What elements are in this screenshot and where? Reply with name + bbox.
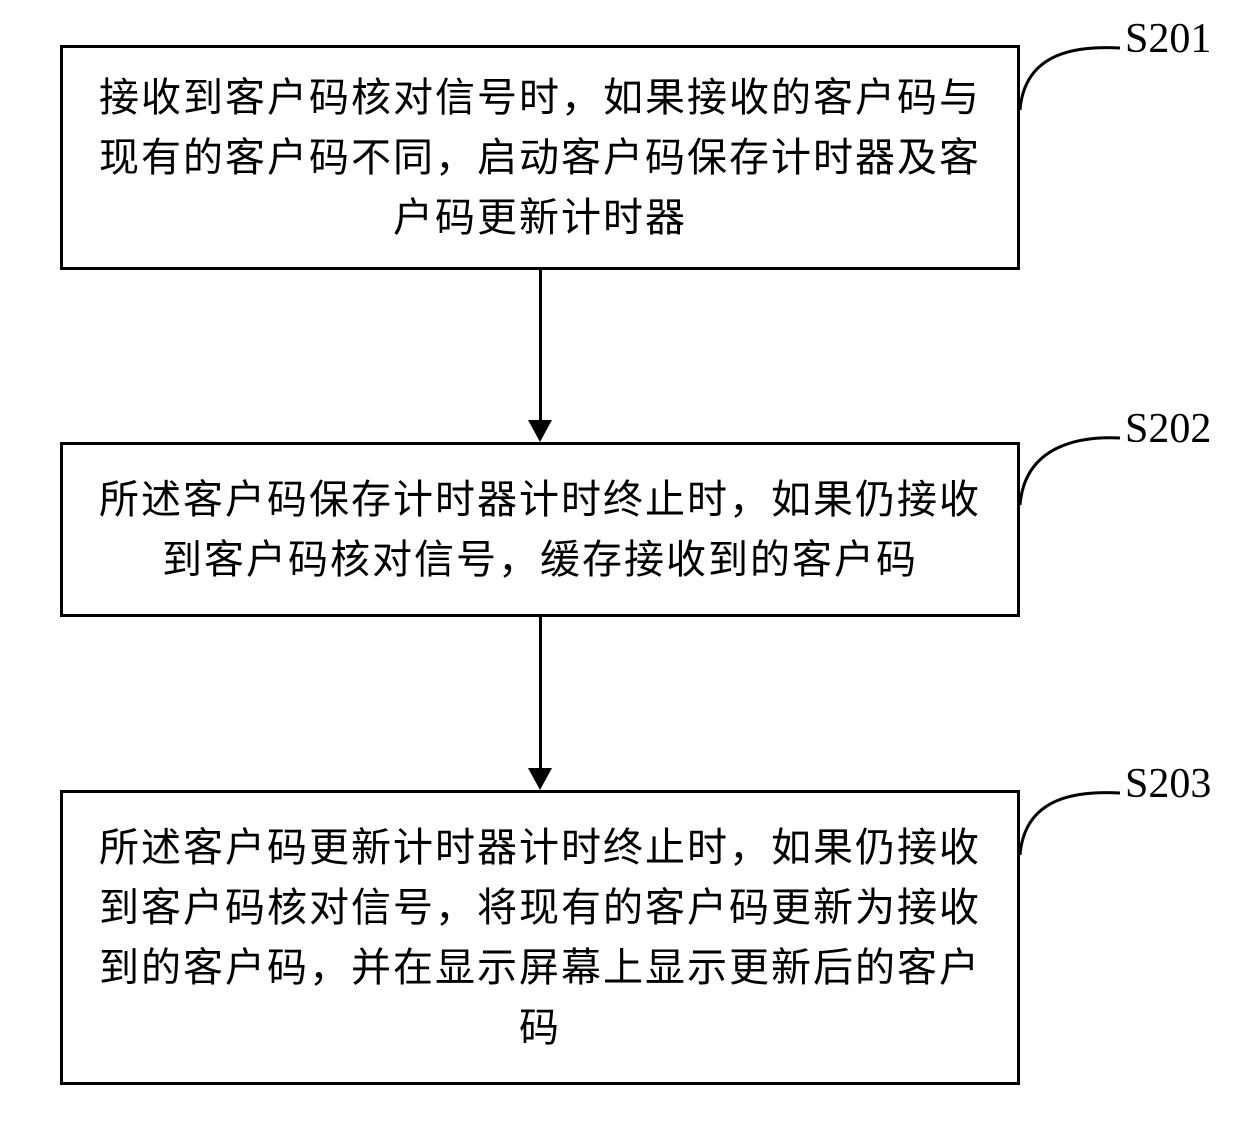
arrow-line-s202-s203 — [539, 617, 542, 770]
arrow-head-s201-s202 — [528, 420, 552, 442]
connector-s203 — [0, 0, 1240, 1127]
arrow-line-s201-s202 — [539, 270, 542, 422]
flowchart-canvas: 接收到客户码核对信号时，如果接收的客户码与 现有的客户码不同，启动客户码保存计时… — [0, 0, 1240, 1127]
arrow-head-s202-s203 — [528, 768, 552, 790]
